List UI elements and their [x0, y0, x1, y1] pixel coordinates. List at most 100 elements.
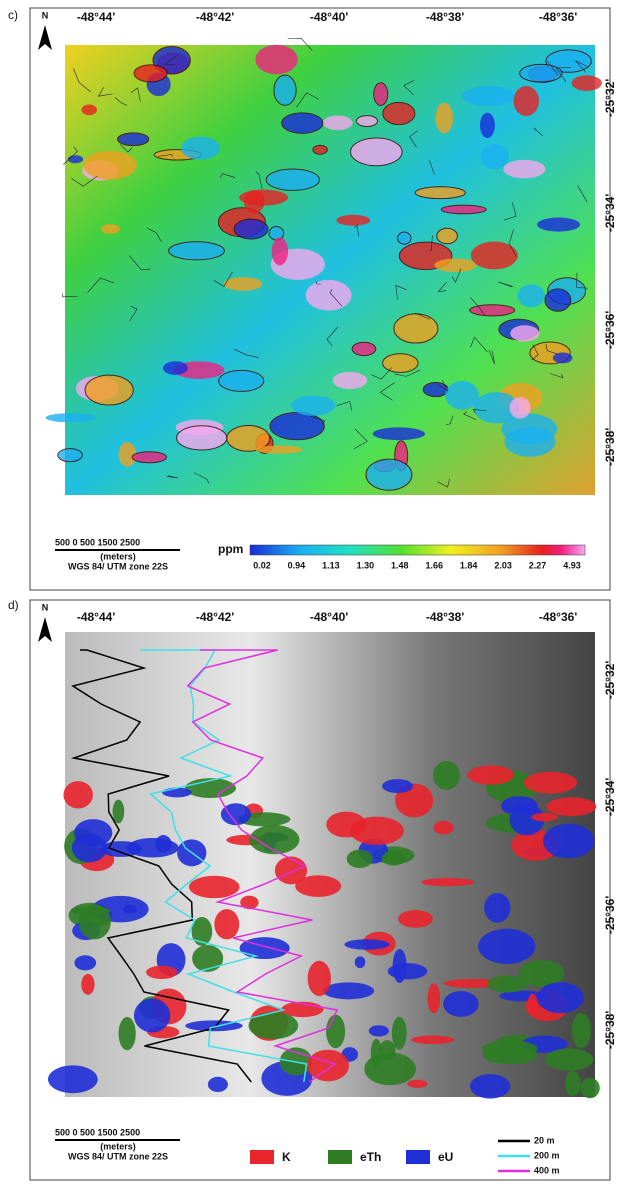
- anomaly: [81, 105, 97, 116]
- anomaly: [518, 284, 545, 307]
- latitude-label: -25°36': [603, 896, 617, 934]
- colorbar-label: 1.84: [460, 560, 478, 570]
- anomaly: [467, 765, 514, 784]
- anomaly: [181, 137, 220, 160]
- anomaly: [366, 459, 412, 490]
- anomaly: [355, 956, 366, 968]
- anomaly: [177, 426, 227, 450]
- anomaly: [332, 372, 367, 389]
- anomaly: [441, 205, 486, 214]
- longitude-label: -48°40': [310, 610, 348, 624]
- scale-ticks: 500 0 500 1500 2500: [55, 537, 140, 547]
- anomaly: [480, 113, 495, 138]
- colorbar-label: 1.13: [322, 560, 340, 570]
- anomaly: [123, 905, 137, 913]
- anomaly: [313, 145, 327, 154]
- colorbar-label: 1.48: [391, 560, 409, 570]
- colorbar-label: 4.93: [563, 560, 581, 570]
- anomaly: [520, 64, 562, 82]
- legend-swatch: [328, 1150, 352, 1164]
- anomaly: [382, 779, 413, 793]
- anomaly: [326, 812, 366, 838]
- anomaly: [393, 949, 407, 983]
- anomaly: [306, 280, 352, 311]
- anomaly: [371, 1039, 382, 1068]
- anomaly: [421, 878, 474, 886]
- figure: c) d) N N -48°44'-48°42'-48°40'-48°38'-4…: [0, 0, 623, 1184]
- anomaly: [266, 169, 319, 190]
- anomaly: [543, 824, 594, 859]
- anomaly: [513, 86, 539, 116]
- legend-label: K: [282, 1150, 291, 1164]
- anomaly: [553, 353, 573, 364]
- anomaly: [369, 1025, 389, 1036]
- colorbar-label: 0.02: [253, 560, 271, 570]
- datum: WGS 84/ UTM zone 22S: [68, 1151, 168, 1161]
- longitude-label: -48°36': [539, 10, 577, 24]
- north-arrow: [38, 617, 52, 642]
- longitude-label: -48°44': [77, 10, 115, 24]
- anomaly: [392, 1017, 407, 1050]
- anomaly: [382, 851, 405, 866]
- contour-label: 400 m: [534, 1165, 560, 1175]
- anomaly: [68, 155, 83, 163]
- anomaly: [132, 452, 166, 463]
- anomaly: [356, 116, 377, 127]
- anomaly: [374, 83, 388, 106]
- anomaly: [394, 314, 438, 343]
- anomaly: [546, 797, 596, 816]
- anomaly: [255, 45, 297, 75]
- anomaly: [480, 144, 508, 169]
- north-label: N: [42, 602, 49, 612]
- anomaly: [336, 215, 370, 226]
- anomaly: [83, 151, 136, 180]
- colorbar-label: 2.03: [494, 560, 512, 570]
- longitude-label: -48°40': [310, 10, 348, 24]
- anomaly: [223, 277, 262, 291]
- longitude-label: -48°44': [77, 610, 115, 624]
- north-label: N: [42, 10, 49, 20]
- anomaly: [169, 242, 225, 260]
- anomaly: [219, 370, 264, 391]
- anomaly: [85, 375, 133, 405]
- anomaly: [503, 160, 545, 178]
- datum: WGS 84/ UTM zone 22S: [68, 561, 168, 571]
- latitude-label: -25°34': [603, 194, 617, 232]
- anomaly: [437, 228, 458, 243]
- anomaly: [433, 821, 454, 835]
- anomaly: [274, 75, 296, 105]
- anomaly: [71, 907, 111, 915]
- anomaly: [462, 86, 514, 106]
- anomaly: [134, 65, 167, 82]
- scale-ticks: 500 0 500 1500 2500: [55, 1127, 140, 1137]
- anomaly: [580, 1078, 600, 1099]
- anomaly: [119, 1017, 136, 1050]
- latitude-label: -25°36': [603, 311, 617, 349]
- anomaly: [192, 945, 223, 972]
- anomaly: [308, 961, 331, 996]
- anomaly: [565, 1071, 581, 1096]
- longitude-label: -48°36': [539, 610, 577, 624]
- anomaly: [323, 115, 353, 130]
- longitude-label: -48°42': [196, 10, 234, 24]
- anomaly: [282, 113, 323, 134]
- anomaly: [249, 1012, 299, 1039]
- latitude-label: -25°32': [603, 661, 617, 699]
- legend-label: eU: [438, 1150, 453, 1164]
- anomaly: [428, 983, 441, 1013]
- anomaly: [545, 1048, 594, 1070]
- anomaly: [434, 258, 476, 272]
- anomaly: [398, 232, 411, 244]
- anomaly: [435, 103, 453, 134]
- anomaly: [411, 1036, 454, 1045]
- anomaly: [81, 974, 94, 995]
- contour-label: 20 m: [534, 1135, 555, 1145]
- anomaly: [487, 976, 527, 993]
- anomaly: [118, 133, 149, 146]
- anomaly: [445, 381, 479, 410]
- anomaly: [545, 289, 571, 311]
- anomaly: [537, 982, 584, 1013]
- anomaly: [74, 955, 96, 970]
- anomaly: [510, 325, 539, 341]
- anomaly: [72, 834, 107, 863]
